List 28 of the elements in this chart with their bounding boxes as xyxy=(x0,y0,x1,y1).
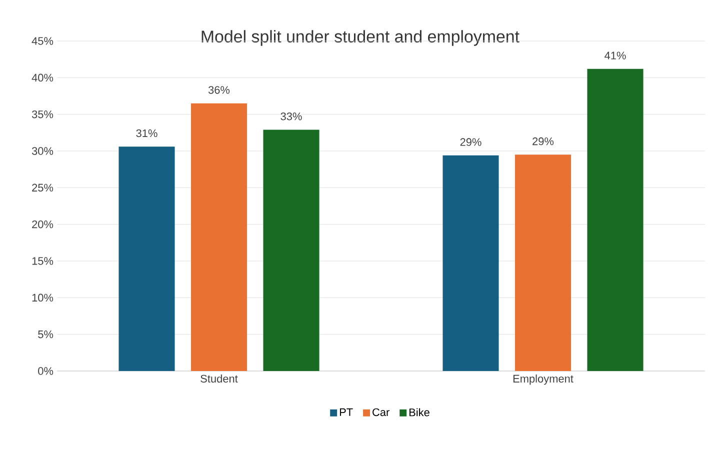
data-label: 31% xyxy=(136,129,158,138)
bar xyxy=(442,155,499,371)
y-tick-label: 45% xyxy=(32,37,54,45)
bar xyxy=(118,146,175,371)
bar xyxy=(263,130,320,371)
y-tick-label: 10% xyxy=(32,294,54,302)
y-tick-label: 40% xyxy=(32,74,54,82)
bar xyxy=(190,103,248,371)
y-tick-label: 25% xyxy=(32,184,54,192)
bar xyxy=(587,68,644,371)
data-label: 29% xyxy=(532,137,554,146)
y-tick-label: 35% xyxy=(32,110,54,118)
y-tick-label: 15% xyxy=(32,257,54,265)
data-label: 33% xyxy=(280,112,302,120)
chart-title: Model split under student and employment xyxy=(202,30,520,46)
legend-label: Bike xyxy=(409,408,430,416)
y-tick-label: 20% xyxy=(32,220,54,228)
bar xyxy=(514,154,572,371)
legend-label: PT xyxy=(340,408,353,416)
y-tick-label: 0% xyxy=(38,367,54,375)
y-tick-label: 5% xyxy=(38,330,54,338)
x-tick-label: Student xyxy=(200,374,238,383)
data-label: 41% xyxy=(604,52,626,60)
x-tick-label: Employment xyxy=(513,374,574,385)
data-label: 29% xyxy=(460,138,482,146)
legend-label: Car xyxy=(372,408,390,416)
y-tick-label: 30% xyxy=(32,147,54,155)
data-label: 36% xyxy=(208,86,230,94)
